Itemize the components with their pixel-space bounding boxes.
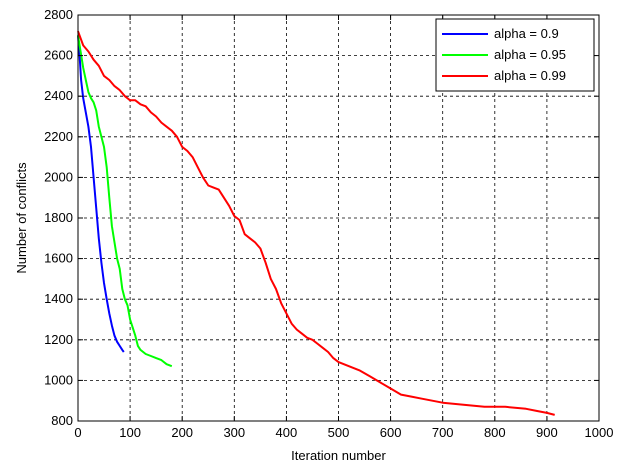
series-line-3: [77, 30, 555, 416]
y-tick-label: 1800: [44, 210, 73, 225]
y-axis-label: Number of conflicts: [14, 162, 29, 274]
y-tick-label: 1000: [44, 372, 73, 387]
x-tick-label: 800: [484, 425, 506, 440]
y-tick-label: 1400: [44, 291, 73, 306]
series-line-1: [77, 35, 125, 353]
x-tick-label: 700: [432, 425, 454, 440]
series-line-2: [77, 35, 173, 368]
x-axis-label: Iteration number: [291, 448, 386, 463]
x-tick-label: 100: [119, 425, 141, 440]
y-tick-label: 1600: [44, 251, 73, 266]
y-tick-label: 2200: [44, 129, 73, 144]
series-lines: [77, 30, 555, 416]
y-tick-label: 2400: [44, 88, 73, 103]
plot-frame: [77, 14, 600, 422]
y-tick-label: 2000: [44, 169, 73, 184]
y-tick-label: 2600: [44, 48, 73, 63]
x-tick-label: 500: [328, 425, 350, 440]
legend: alpha = 0.9 alpha = 0.95 alpha = 0.99: [435, 18, 595, 92]
x-tick-label: 0: [74, 425, 81, 440]
y-tick-label: 800: [51, 413, 73, 428]
legend-label: alpha = 0.9: [494, 26, 559, 41]
legend-label: alpha = 0.95: [494, 47, 566, 62]
y-tick-label: 2800: [44, 7, 73, 22]
y-tick-label: 1200: [44, 332, 73, 347]
x-tick-label: 200: [171, 425, 193, 440]
legend-label: alpha = 0.99: [494, 68, 566, 83]
x-tick-label: 300: [223, 425, 245, 440]
x-tick-label: 1000: [585, 425, 614, 440]
x-tick-label: 400: [276, 425, 298, 440]
x-tick-label: 900: [536, 425, 558, 440]
x-tick-label: 600: [380, 425, 402, 440]
grid: [78, 15, 599, 421]
